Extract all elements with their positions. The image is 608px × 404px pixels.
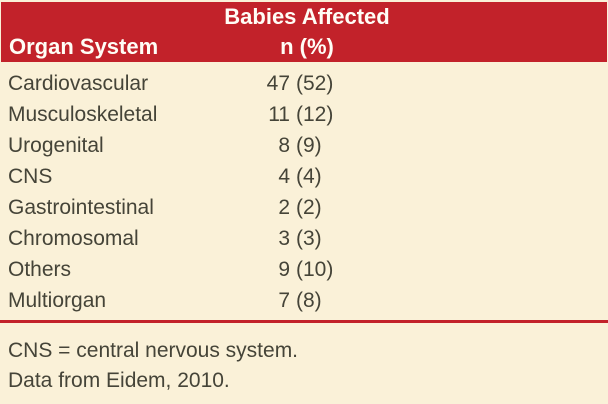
header-organ-system: Organ System bbox=[9, 34, 159, 59]
table-row-multiorgan: Multiorgan 7 (8) bbox=[0, 285, 608, 316]
organ-value: 8 (9) bbox=[200, 134, 412, 158]
organ-value: 7 (8) bbox=[200, 289, 412, 313]
pct-value: (9) bbox=[296, 133, 322, 157]
organ-label: Chromosomal bbox=[8, 226, 139, 250]
table-row-cns: CNS 4 (4) bbox=[0, 161, 608, 192]
pct-value: (10) bbox=[296, 257, 334, 281]
organ-value: 11 (12) bbox=[200, 103, 412, 127]
footnote-cns-definition: CNS = central nervous system. bbox=[8, 339, 299, 362]
divider-line bbox=[0, 320, 608, 323]
pct-value: (8) bbox=[296, 288, 322, 312]
n-count: 9 bbox=[278, 257, 290, 281]
pct-value: (2) bbox=[296, 195, 322, 219]
organ-label: CNS bbox=[8, 164, 53, 188]
n-count: 8 bbox=[278, 133, 290, 157]
organ-value: 47 (52) bbox=[200, 72, 412, 96]
n-count: 47 bbox=[266, 71, 290, 95]
table-row-others: Others 9 (10) bbox=[0, 254, 608, 285]
n-count: 11 bbox=[268, 102, 290, 126]
table-row-gastrointestinal: Gastrointestinal 2 (2) bbox=[0, 192, 608, 223]
pct-value: (3) bbox=[296, 226, 322, 250]
organ-label: Musculoskeletal bbox=[8, 102, 158, 126]
table-row-musculoskeletal: Musculoskeletal 11 (12) bbox=[0, 99, 608, 130]
table-header-row-top: Babies Affected bbox=[1, 2, 607, 32]
table-row-chromosomal: Chromosomal 3 (3) bbox=[0, 223, 608, 254]
n-count: 7 bbox=[278, 288, 290, 312]
footnote-data-source: Data from Eidem, 2010. bbox=[8, 369, 230, 392]
organ-value: 9 (10) bbox=[200, 258, 412, 282]
n-count: 2 bbox=[278, 195, 290, 219]
table-header-row-bottom: Organ System n (%) bbox=[1, 32, 607, 62]
organ-label: Gastrointestinal bbox=[8, 195, 154, 219]
organ-value: 2 (2) bbox=[200, 196, 412, 220]
n-count: 4 bbox=[278, 164, 290, 188]
table-footnotes: CNS = central nervous system. Data from … bbox=[0, 323, 608, 396]
table-row-urogenital: Urogenital 8 (9) bbox=[0, 130, 608, 161]
table-row-cardiovascular: Cardiovascular 47 (52) bbox=[0, 68, 608, 99]
header-n-pct: n (%) bbox=[280, 34, 334, 59]
header-babies-affected: Babies Affected bbox=[224, 4, 390, 29]
organ-label: Urogenital bbox=[8, 133, 104, 157]
n-count: 3 bbox=[278, 226, 290, 250]
organ-label: Multiorgan bbox=[8, 288, 107, 312]
organ-label: Cardiovascular bbox=[8, 71, 149, 95]
organ-value: 4 (4) bbox=[200, 165, 412, 189]
pct-value: (52) bbox=[296, 71, 334, 95]
pct-value: (4) bbox=[296, 164, 322, 188]
table-header: Babies Affected Organ System n (%) bbox=[1, 2, 607, 62]
pct-value: (12) bbox=[296, 102, 334, 126]
table-body: Cardiovascular 47 (52) Musculoskeletal 11… bbox=[0, 62, 608, 316]
organ-value: 3 (3) bbox=[200, 227, 412, 251]
organ-label: Others bbox=[8, 257, 72, 281]
